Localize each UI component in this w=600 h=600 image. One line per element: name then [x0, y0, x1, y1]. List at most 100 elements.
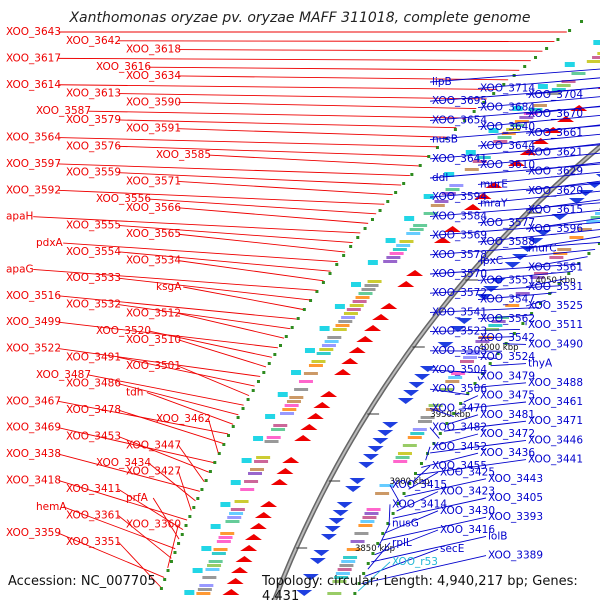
outer-dot: [482, 101, 486, 104]
outer-dot: [302, 308, 306, 311]
left-gene-label: XOO_3478: [66, 404, 121, 416]
inner-dot: [521, 322, 525, 325]
right-gene-label: XOO_3531: [528, 281, 583, 293]
outer-dot: [370, 218, 374, 221]
cog-box: [547, 92, 562, 95]
outer-dot: [246, 398, 250, 401]
right-gene-label: XOO_3577: [480, 217, 535, 229]
reverse-gene-arrow: [397, 398, 414, 404]
right-leader-line: [458, 401, 527, 410]
cog-box: [406, 232, 421, 235]
right-gene-label: XOO_3415: [392, 479, 447, 491]
cog-box: [220, 532, 235, 535]
rna-box: [444, 172, 455, 177]
cog-box: [324, 340, 339, 343]
left-leader-line: [118, 515, 172, 559]
cog-box: [335, 324, 350, 327]
forward-gene-arrow: [356, 336, 374, 342]
left-gene-label: XOO_3411: [66, 483, 121, 495]
inner-dot: [452, 412, 456, 415]
rna-box: [241, 458, 252, 463]
inner-dot: [396, 502, 400, 505]
right-gene-label: XOO_3610: [480, 159, 535, 171]
left-gene-label: XOO_3351: [66, 536, 121, 548]
left-leader-line: [118, 172, 402, 186]
cog-box: [448, 376, 463, 379]
right-gene-label: XOO_3524: [480, 351, 535, 363]
rna-box: [277, 392, 288, 397]
tick-label: 3900 kbp: [389, 477, 429, 487]
outer-dot: [309, 299, 313, 302]
cog-box: [343, 556, 358, 559]
cog-box: [244, 480, 259, 483]
right-gene-label: XOO_3504: [432, 364, 487, 376]
right-gene-label: XOO_3446: [528, 434, 583, 446]
forward-gene-arrow: [443, 226, 461, 232]
cog-box: [409, 228, 424, 231]
outer-dot: [363, 227, 367, 230]
cog-box: [556, 84, 571, 87]
left-leader-line: [146, 392, 234, 425]
cog-box: [491, 320, 506, 323]
left-gene-label: XOO_3585: [156, 149, 211, 161]
left-leader-line: [118, 383, 239, 416]
outer-dot: [378, 209, 382, 212]
cog-box: [358, 524, 373, 527]
inner-dot: [357, 582, 361, 585]
reverse-gene-arrow: [568, 198, 585, 204]
cog-box: [308, 364, 323, 367]
right-gene-label: XOO_3461: [528, 396, 583, 408]
cog-box: [375, 492, 390, 495]
right-gene-label: XOO_3405: [488, 492, 543, 504]
left-leader-line: [58, 295, 297, 320]
left-gene-label: XOO_3361: [66, 510, 121, 522]
left-gene-label: XOO_3564: [6, 132, 61, 144]
outer-dot: [296, 317, 300, 320]
right-gene-label: XOO_3644: [480, 140, 535, 152]
cog-box: [395, 456, 410, 459]
cog-box: [234, 500, 249, 503]
right-gene-label: mraY: [480, 198, 508, 210]
rna-box: [537, 84, 548, 89]
cog-box: [360, 520, 375, 523]
reverse-gene-arrow: [313, 550, 330, 556]
topology-label: Topology: circular; Length: 4,940,217 bp…: [262, 574, 578, 600]
cog-box: [396, 244, 411, 247]
outer-dot: [159, 587, 163, 590]
right-leader-line: [477, 77, 600, 89]
left-gene-label: XOO_3512: [126, 307, 181, 319]
right-leader-line: [429, 369, 486, 374]
forward-gene-arrow: [226, 578, 244, 584]
cog-box: [364, 284, 379, 287]
right-leader-line: [429, 328, 520, 333]
left-gene-label: XOO_3565: [126, 228, 181, 240]
right-gene-label: XOO_3475: [480, 390, 535, 402]
reverse-gene-arrow: [362, 454, 379, 460]
cog-box: [319, 348, 334, 351]
cog-box: [493, 140, 508, 143]
cog-box: [248, 472, 263, 475]
left-leader-line: [118, 119, 457, 129]
cog-box: [532, 104, 547, 107]
forward-gene-arrow: [474, 193, 492, 199]
inner-dot: [587, 252, 591, 255]
cog-box: [510, 124, 525, 127]
cog-box: [476, 156, 491, 159]
outer-dot: [184, 524, 188, 527]
right-gene-label: XOO_3588: [480, 236, 535, 248]
cog-box: [294, 388, 309, 391]
outer-dot: [402, 182, 406, 185]
right-leader-line: [477, 115, 600, 128]
left-leader-line: [178, 49, 543, 52]
cog-box: [410, 432, 425, 435]
left-leader-line: [58, 163, 410, 176]
forward-gene-arrow: [531, 138, 549, 144]
right-gene-label: XOO_3547: [480, 294, 535, 306]
right-leader-line: [429, 285, 559, 294]
outer-dot: [279, 344, 283, 347]
rna-box: [465, 150, 476, 155]
forward-gene-arrow: [320, 391, 338, 397]
reverse-gene-arrow: [382, 422, 399, 428]
forward-gene-arrow: [341, 358, 359, 364]
outer-dot: [453, 128, 457, 131]
